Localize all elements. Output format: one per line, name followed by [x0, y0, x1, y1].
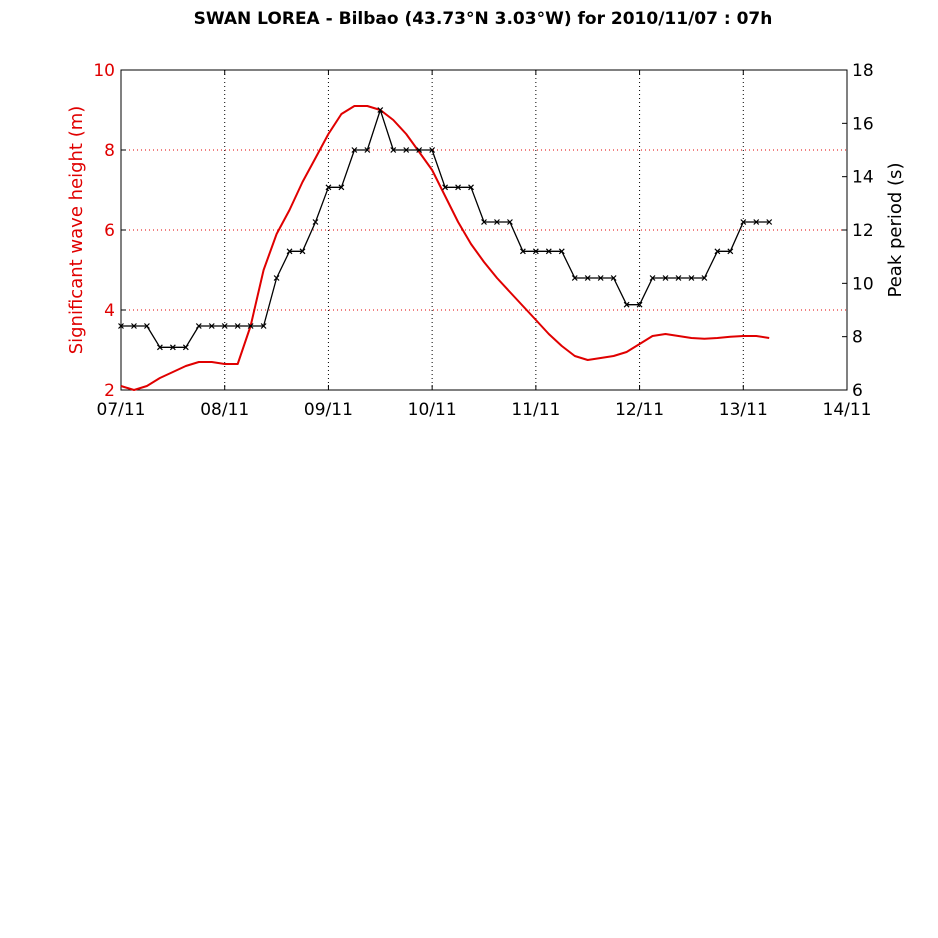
data-point — [208, 323, 215, 329]
chart-title: SWAN LOREA - Bilbao (43.73°N 3.03°W) for… — [194, 9, 773, 29]
data-point — [273, 275, 280, 281]
left-y-axis: 2 4 6 8 10 — [93, 61, 126, 401]
data-point — [675, 275, 682, 281]
x-tick-label: 12/11 — [615, 400, 664, 420]
left-tick-label: 2 — [104, 381, 115, 401]
x-axis: 07/11 08/11 09/11 10/11 11/11 12/11 13/11 14/11 — [97, 70, 872, 420]
data-point — [390, 147, 397, 153]
left-tick-label: 10 — [93, 61, 115, 81]
right-y-axis-label: Peak period (s) — [885, 163, 906, 298]
data-point — [351, 147, 358, 153]
data-point — [429, 147, 436, 153]
data-point — [312, 219, 319, 225]
series-left-axis — [120, 105, 770, 391]
left-tick-label: 4 — [104, 301, 115, 321]
left-tick-label: 6 — [104, 221, 115, 241]
data-point — [507, 219, 513, 225]
data-point — [714, 248, 721, 255]
data-point — [623, 301, 630, 308]
data-point — [403, 147, 410, 153]
data-point — [156, 344, 163, 351]
x-tick-label: 14/11 — [823, 400, 872, 420]
series-right-axis — [118, 107, 773, 351]
data-point — [727, 248, 734, 255]
data-point — [753, 219, 760, 225]
data-point — [649, 275, 656, 281]
data-point — [597, 275, 604, 281]
right-tick-label: 8 — [852, 328, 863, 348]
data-point — [701, 275, 708, 281]
x-tick-label: 08/11 — [200, 400, 249, 420]
left-y-axis-label: Significant wave height (m) — [66, 106, 87, 355]
data-point — [688, 275, 695, 281]
data-point — [455, 184, 461, 191]
data-point — [169, 344, 176, 351]
data-point — [571, 275, 578, 281]
data-point — [766, 219, 773, 225]
data-point — [286, 248, 293, 255]
x-tick-label: 13/11 — [719, 400, 768, 420]
x-tick-label: 07/11 — [97, 400, 146, 420]
x-tick-label: 10/11 — [408, 400, 457, 420]
data-point — [442, 184, 449, 191]
data-point — [364, 147, 371, 153]
data-point — [299, 248, 306, 255]
data-point — [118, 323, 124, 329]
right-tick-label: 18 — [852, 61, 874, 81]
data-point — [325, 184, 332, 191]
data-point — [468, 184, 474, 191]
data-point — [662, 275, 669, 281]
series-layer — [118, 105, 773, 391]
x-tick-label: 09/11 — [304, 400, 353, 420]
x-tick-label: 11/11 — [511, 400, 560, 420]
right-tick-label: 10 — [852, 274, 874, 294]
data-point — [519, 248, 526, 255]
data-point — [740, 219, 747, 225]
data-point — [532, 248, 539, 255]
right-y-axis: 6 8 10 12 14 16 18 — [842, 61, 874, 401]
data-point — [247, 323, 254, 329]
right-tick-label: 12 — [852, 221, 874, 241]
data-point — [416, 147, 423, 153]
data-point — [221, 323, 228, 329]
series-line — [121, 109, 770, 348]
data-point — [584, 275, 591, 281]
data-point — [494, 219, 500, 225]
data-point — [558, 248, 565, 255]
data-point — [636, 301, 643, 308]
right-tick-label: 14 — [852, 168, 874, 188]
data-point — [195, 323, 202, 329]
data-point — [234, 323, 241, 329]
data-point — [610, 275, 617, 281]
data-point — [377, 107, 384, 113]
series-line — [120, 105, 770, 391]
grid — [121, 70, 847, 390]
data-point — [481, 219, 487, 225]
data-point — [338, 184, 345, 191]
data-point — [182, 344, 189, 351]
data-point — [131, 323, 137, 329]
data-point — [144, 323, 150, 329]
right-tick-label: 6 — [852, 381, 863, 401]
right-tick-label: 16 — [852, 114, 874, 134]
left-tick-label: 8 — [104, 141, 115, 161]
data-point — [545, 248, 552, 255]
data-point — [260, 323, 267, 329]
